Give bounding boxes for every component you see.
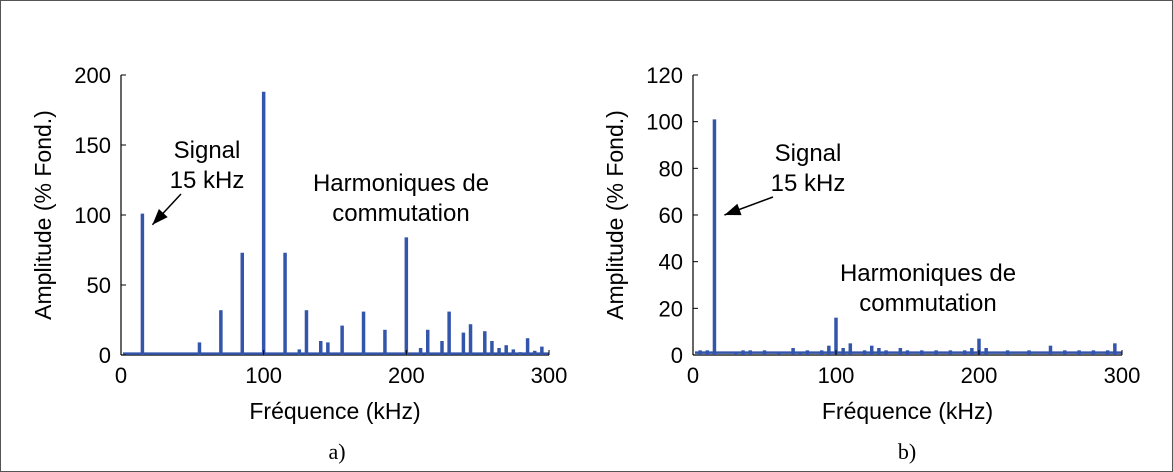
y-axis-label: Amplitude (% Fond.)	[30, 110, 56, 320]
annotation-text: Harmoniques de	[840, 260, 1016, 287]
x-tick-label: 0	[115, 363, 127, 388]
y-tick-label: 40	[659, 250, 683, 275]
panel-caption: b)	[898, 439, 916, 464]
x-tick-label: 100	[245, 363, 282, 388]
x-tick-label: 100	[818, 363, 855, 388]
x-tick-label: 0	[687, 363, 699, 388]
y-tick-label: 60	[659, 203, 683, 228]
y-tick-label: 100	[74, 203, 111, 228]
x-axis-label: Fréquence (kHz)	[822, 398, 993, 424]
y-tick-label: 0	[671, 343, 683, 368]
annotation-arrow-head	[152, 208, 168, 225]
annotation-arrow-head	[724, 203, 742, 216]
y-tick-label: 120	[646, 63, 683, 88]
annotation-text: commutation	[859, 290, 996, 317]
x-axis-label: Fréquence (kHz)	[249, 398, 420, 424]
annotation-text: 15 kHz	[771, 170, 846, 197]
annotation-text: 15 kHz	[170, 167, 245, 194]
panel-caption: a)	[328, 439, 345, 464]
annotation-text: Harmoniques de	[313, 170, 489, 197]
y-tick-label: 200	[74, 63, 111, 88]
chart-panel-b: 0 100 200 300 0 20 40 60 80 100 120 Fréquence (kHz)…	[602, 63, 1140, 464]
y-tick-label: 150	[74, 133, 111, 158]
annotation-text: Signal	[775, 140, 842, 167]
x-tick-label: 300	[531, 363, 568, 388]
x-tick-label: 300	[1104, 363, 1141, 388]
x-tick-label: 200	[388, 363, 425, 388]
annotation-text: Signal	[174, 137, 241, 164]
chart-panel-a: 0 100 200 300 0 50 100 150 200 Fréquence (kHz) Amp…	[30, 63, 567, 464]
y-tick-label: 100	[646, 110, 683, 135]
y-tick-label: 0	[99, 343, 111, 368]
y-axis-label: Amplitude (% Fond.)	[602, 110, 628, 320]
y-tick-label: 80	[659, 156, 683, 181]
y-tick-label: 50	[87, 273, 111, 298]
annotation-text: commutation	[332, 200, 469, 227]
x-tick-label: 200	[961, 363, 998, 388]
y-tick-label: 20	[659, 296, 683, 321]
